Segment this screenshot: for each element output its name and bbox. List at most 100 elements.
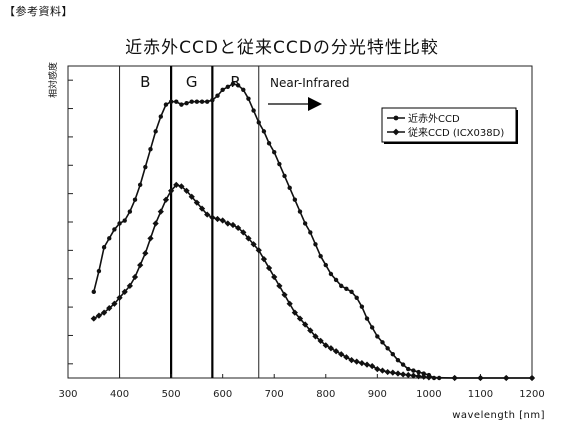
x-tick-label: 1100 bbox=[468, 389, 493, 400]
series-2-point bbox=[214, 215, 221, 223]
legend-label-2: 従来CCD (ICX038D) bbox=[408, 126, 504, 139]
series-2-point bbox=[384, 368, 391, 376]
series-1-point bbox=[205, 99, 210, 104]
series-1-point bbox=[349, 289, 354, 295]
series-line-2 bbox=[93, 184, 532, 379]
near-infrared-annotation: Near-Infrared bbox=[268, 76, 350, 111]
series-1-point bbox=[184, 100, 189, 106]
series-1-point bbox=[282, 173, 287, 179]
series-1-point bbox=[318, 253, 323, 259]
series-1-point bbox=[117, 221, 122, 226]
series-1-point bbox=[101, 245, 107, 250]
series-1-point bbox=[375, 334, 380, 339]
series-2-point bbox=[147, 235, 154, 242]
series-1-point bbox=[143, 164, 148, 170]
series-1-point bbox=[127, 209, 133, 214]
x-tick-label: 1000 bbox=[416, 389, 441, 400]
series-1-point bbox=[266, 141, 272, 146]
series-1-point bbox=[359, 304, 365, 309]
series-1-point bbox=[277, 161, 282, 167]
x-tick-label: 600 bbox=[213, 389, 232, 400]
legend-label-1: 近赤外CCD bbox=[408, 112, 460, 125]
band-label-R: R bbox=[230, 73, 240, 91]
series-2-point bbox=[296, 315, 304, 322]
band-label-G: G bbox=[186, 73, 198, 91]
series-1-point bbox=[215, 93, 220, 98]
series-1-point bbox=[364, 316, 370, 321]
series-2-point bbox=[332, 348, 340, 355]
series-2-point bbox=[374, 365, 381, 373]
series-2-point bbox=[281, 291, 288, 298]
series-1-point bbox=[194, 99, 200, 104]
series-2-point bbox=[142, 250, 149, 257]
series-2-point bbox=[322, 342, 329, 349]
series-1-point bbox=[199, 99, 205, 104]
series-1-point bbox=[344, 286, 349, 292]
series-1-point bbox=[220, 87, 225, 92]
series-1-point bbox=[400, 362, 406, 367]
series-2-point bbox=[420, 373, 427, 380]
series-2-point bbox=[528, 374, 536, 382]
series-1-point bbox=[328, 271, 334, 277]
y-axis-label: 相対感度 bbox=[47, 62, 59, 98]
series-1-point bbox=[308, 230, 313, 235]
series-2-point bbox=[173, 181, 180, 188]
chart-title: 近赤外CCDと従来CCDの分光特性比較 bbox=[125, 38, 439, 58]
series-2-point bbox=[353, 358, 360, 365]
series-1-point bbox=[411, 368, 416, 373]
series-2-point bbox=[260, 256, 268, 263]
y-ticks bbox=[68, 79, 73, 365]
x-tick-label: 300 bbox=[58, 389, 77, 400]
series-2-point bbox=[229, 221, 237, 229]
series-1-point bbox=[380, 340, 385, 345]
series-2-point bbox=[503, 374, 510, 382]
series-2-point bbox=[271, 273, 278, 281]
series-1-point bbox=[251, 108, 256, 113]
series-1-point bbox=[272, 149, 277, 155]
series-2-point bbox=[286, 300, 293, 307]
series-2-point bbox=[307, 327, 314, 334]
legend-marker-circle bbox=[393, 115, 399, 121]
series-1-point bbox=[153, 129, 158, 134]
reference-label: 【参考資料】 bbox=[4, 5, 73, 18]
series-2-point bbox=[394, 370, 402, 377]
series-1-point bbox=[91, 289, 96, 295]
series-1-point bbox=[148, 147, 153, 152]
series-2-point bbox=[302, 321, 309, 328]
legend-marker-diamond bbox=[392, 128, 400, 136]
series-2-point bbox=[379, 367, 386, 374]
series-1-point bbox=[292, 197, 298, 202]
series-2-point bbox=[235, 224, 242, 232]
series-2-point bbox=[152, 220, 159, 227]
series-1-point bbox=[297, 209, 303, 214]
series-2-point bbox=[198, 205, 206, 212]
series-1-point bbox=[163, 102, 169, 107]
series-2-point bbox=[209, 214, 216, 221]
series-1-point bbox=[256, 120, 261, 125]
arrow-head-icon bbox=[308, 97, 322, 111]
x-tick-label: 500 bbox=[162, 389, 181, 400]
series-1-point bbox=[406, 366, 411, 372]
x-tick-label: 700 bbox=[265, 389, 284, 400]
series-1-point bbox=[287, 185, 292, 191]
series-1-point bbox=[107, 236, 112, 241]
x-axis-label: wavelength [nm] bbox=[452, 410, 545, 421]
series-2-point bbox=[178, 183, 185, 190]
series-2-point bbox=[338, 351, 345, 358]
series-1-point bbox=[354, 295, 359, 300]
series-1-point bbox=[174, 99, 179, 104]
series-2-point bbox=[224, 220, 231, 227]
series-2-point bbox=[291, 309, 298, 316]
series-2-point bbox=[425, 374, 433, 381]
series-1-point bbox=[333, 277, 339, 283]
series-2-point bbox=[399, 371, 407, 378]
series-1-point bbox=[122, 218, 127, 223]
series-1-point bbox=[390, 352, 395, 357]
series-2-point bbox=[188, 193, 195, 200]
series-1-point bbox=[112, 227, 117, 232]
series-1-point bbox=[96, 268, 102, 274]
x-tick-label: 900 bbox=[368, 389, 387, 400]
series-2-point bbox=[312, 333, 319, 340]
